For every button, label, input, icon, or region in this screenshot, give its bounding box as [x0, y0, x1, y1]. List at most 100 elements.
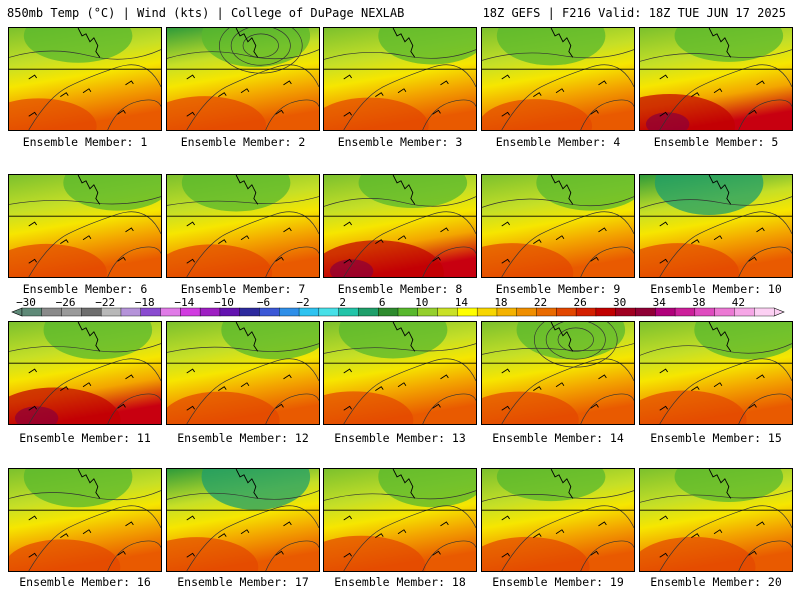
- ensemble-map-panel: [481, 321, 635, 425]
- ensemble-map-panel: [8, 27, 162, 131]
- ensemble-map-panel: [639, 174, 793, 278]
- colorbar-swatch: [199, 307, 221, 317]
- ensemble-member-label: Ensemble Member: 16: [19, 575, 151, 589]
- colorbar-swatch: [378, 307, 399, 317]
- colorbar-swatch: [120, 307, 142, 317]
- colorbar-tick-label: 18: [494, 296, 507, 309]
- ensemble-map-panel: [166, 174, 320, 278]
- colorbar-swatch: [635, 307, 656, 317]
- colorbar-tick-label: −10: [214, 296, 234, 309]
- colorbar-swatch: [734, 307, 755, 317]
- colorbar-tick-label: 34: [653, 296, 667, 309]
- colorbar-swatch: [219, 307, 241, 317]
- colorbar-swatch: [239, 307, 260, 317]
- colorbar-swatch: [437, 307, 458, 317]
- colorbar-swatch: [160, 307, 181, 317]
- colorbar-swatch: [180, 307, 201, 317]
- ensemble-member-label: Ensemble Member: 11: [19, 431, 151, 445]
- ensemble-member-label: Ensemble Member: 7: [180, 282, 306, 296]
- ensemble-map-panel: [481, 27, 635, 131]
- colorbar-tick-label: 2: [339, 296, 346, 309]
- colorbar-tick-label: −2: [296, 296, 309, 309]
- colorbar-swatch: [496, 307, 518, 317]
- colorbar-tick-label: 38: [692, 296, 705, 309]
- map-title: 850mb Temp (°C) | Wind (kts) | College o…: [7, 6, 405, 20]
- ensemble-map-panel: [8, 174, 162, 278]
- colorbar-swatch: [516, 307, 538, 317]
- colorbar-tick-label: −30: [16, 296, 36, 309]
- colorbar-swatch: [318, 307, 340, 317]
- colorbar-swatch: [358, 307, 379, 317]
- ensemble-map-panel: [323, 27, 477, 131]
- temperature-colorbar: −30 −26 −22 −18 −14 −10 −6 −2 2 6 10 14 18 22 26 30 34 38…: [11, 296, 785, 317]
- colorbar-tick-label: 30: [613, 296, 626, 309]
- ensemble-map-panel: [639, 321, 793, 425]
- colorbar-swatch: [754, 307, 775, 317]
- colorbar-swatch: [417, 307, 439, 317]
- ensemble-map-panel: [481, 174, 635, 278]
- ensemble-map-panel: [166, 27, 320, 131]
- colorbar-tick-label: −14: [174, 296, 194, 309]
- colorbar-swatch: [21, 307, 43, 317]
- colorbar-swatch: [397, 307, 419, 317]
- colorbar-tick-label: −18: [135, 296, 155, 309]
- colorbar-tick-label: −22: [95, 296, 115, 309]
- colorbar-swatch: [298, 307, 320, 317]
- colorbar-swatch: [714, 307, 735, 317]
- colorbar-swatch: [674, 307, 696, 317]
- colorbar-swatch: [536, 307, 557, 317]
- colorbar-swatch: [259, 307, 280, 317]
- colorbar-right-arrow: [773, 307, 785, 317]
- ensemble-member-label: Ensemble Member: 9: [495, 282, 621, 296]
- ensemble-map-panel: [8, 321, 162, 425]
- colorbar-swatch: [100, 307, 122, 317]
- colorbar-swatch: [61, 307, 82, 317]
- ensemble-member-label: Ensemble Member: 10: [650, 282, 782, 296]
- ensemble-member-label: Ensemble Member: 15: [650, 431, 782, 445]
- colorbar-swatch: [694, 307, 716, 317]
- ensemble-member-label: Ensemble Member: 12: [177, 431, 309, 445]
- ensemble-member-label: Ensemble Member: 2: [180, 135, 306, 149]
- colorbar-swatch: [615, 307, 636, 317]
- ensemble-map-panel: [8, 468, 162, 572]
- colorbar-swatch: [81, 307, 102, 317]
- ensemble-map-panel: [639, 468, 793, 572]
- ensemble-map-panel: [323, 321, 477, 425]
- colorbar-swatch: [476, 307, 498, 317]
- ensemble-member-label: Ensemble Member: 8: [337, 282, 463, 296]
- ensemble-member-label: Ensemble Member: 6: [22, 282, 148, 296]
- colorbar-swatch: [140, 307, 162, 317]
- ensemble-member-label: Ensemble Member: 19: [492, 575, 624, 589]
- colorbar-tick-label: 6: [379, 296, 386, 309]
- colorbar-tick-label: 22: [534, 296, 547, 309]
- colorbar-swatch: [575, 307, 597, 317]
- ensemble-map-panel: [166, 321, 320, 425]
- ensemble-map-panel: [166, 468, 320, 572]
- colorbar-tick-label: 42: [732, 296, 745, 309]
- colorbar-tick-label: −26: [56, 296, 76, 309]
- ensemble-member-label: Ensemble Member: 1: [22, 135, 148, 149]
- colorbar-swatch: [556, 307, 577, 317]
- valid-time: 18Z GEFS | F216 Valid: 18Z TUE JUN 17 20…: [482, 6, 786, 20]
- ensemble-map-panel: [639, 27, 793, 131]
- ensemble-member-label: Ensemble Member: 3: [337, 135, 463, 149]
- colorbar-swatch: [595, 307, 617, 317]
- colorbar-swatch: [279, 307, 300, 317]
- ensemble-member-label: Ensemble Member: 4: [495, 135, 621, 149]
- colorbar-tick-label: 26: [573, 296, 586, 309]
- ensemble-member-label: Ensemble Member: 20: [650, 575, 782, 589]
- colorbar-tick-label: 14: [455, 296, 469, 309]
- colorbar-swatch: [655, 307, 676, 317]
- colorbar-left-arrow: [11, 307, 23, 317]
- ensemble-map-panel: [323, 174, 477, 278]
- colorbar-swatch: [338, 307, 359, 317]
- ensemble-map-panel: [323, 468, 477, 572]
- ensemble-member-label: Ensemble Member: 5: [653, 135, 779, 149]
- colorbar-tick-label: 10: [415, 296, 428, 309]
- ensemble-member-label: Ensemble Member: 14: [492, 431, 624, 445]
- ensemble-member-label: Ensemble Member: 17: [177, 575, 309, 589]
- ensemble-member-label: Ensemble Member: 13: [334, 431, 466, 445]
- colorbar-swatch: [457, 307, 478, 317]
- ensemble-member-label: Ensemble Member: 18: [334, 575, 466, 589]
- colorbar-tick-label: −6: [257, 296, 270, 309]
